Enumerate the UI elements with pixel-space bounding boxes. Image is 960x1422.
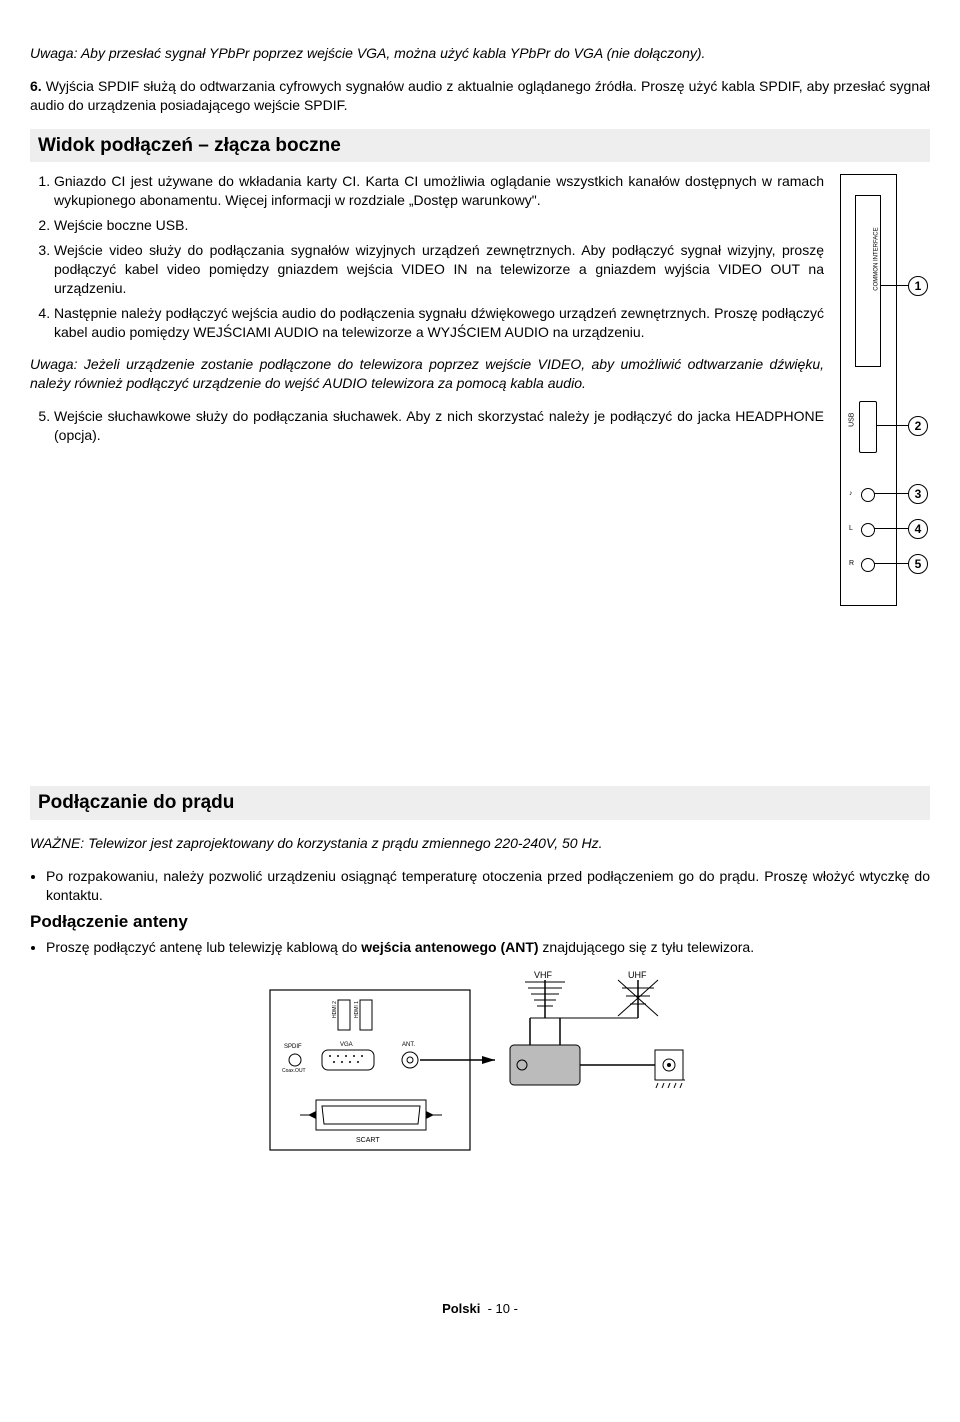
- svg-text:UHF: UHF: [628, 970, 647, 980]
- footer-page-number: - 10 -: [488, 1301, 518, 1316]
- svg-text:HDMI 1: HDMI 1: [354, 1001, 360, 1018]
- vhf-antenna-icon: [525, 980, 565, 1018]
- callout-1: 1: [908, 276, 928, 296]
- power-important-note: WAŻNE: Telewizor jest zaprojektowany do …: [30, 834, 930, 853]
- side-item-3: Wejście video służy do podłączania sygna…: [54, 241, 824, 298]
- ci-label: COMMON INTERFACE: [873, 228, 881, 291]
- side-panel-outline: COMMON INTERFACE USB ♪ L R: [840, 174, 897, 606]
- power-section: Podłączanie do prądu WAŻNE: Telewizor je…: [30, 786, 930, 1180]
- side-item-1: Gniazdo CI jest używane do wkładania kar…: [54, 172, 824, 210]
- antenna-text-pre: Proszę podłączyć antenę lub telewizję ka…: [46, 939, 361, 955]
- note-video-audio: Uwaga: Jeżeli urządzenie zostanie podłąc…: [30, 355, 824, 393]
- power-bullet-1: Po rozpakowaniu, należy pozwolić urządze…: [46, 867, 930, 905]
- callout-line-5: [874, 563, 908, 564]
- svg-text:HDMI 2: HDMI 2: [332, 1001, 338, 1018]
- side-list: Gniazdo CI jest używane do wkładania kar…: [30, 172, 824, 341]
- usb-label: USB: [847, 413, 856, 427]
- item-6: 6. Wyjścia SPDIF służą do odtwarzania cy…: [30, 77, 930, 115]
- svg-text:VGA: VGA: [340, 1042, 353, 1048]
- callout-line-2: [876, 425, 908, 426]
- antenna-diagram: HDMI 2 HDMI 1 SPDIF Coax.OUT VGA ANT. SC…: [260, 970, 700, 1180]
- callout-5: 5: [908, 554, 928, 574]
- usb-slot: [859, 401, 877, 453]
- svg-text:VHF: VHF: [534, 970, 553, 980]
- side-item-5: Wejście słuchawkowe służy do podłączania…: [54, 407, 824, 445]
- antenna-text-post: znajdującego się z tyłu telewizora.: [539, 939, 755, 955]
- antenna-bullet-1: Proszę podłączyć antenę lub telewizję ka…: [46, 938, 930, 957]
- power-bullets: Po rozpakowaniu, należy pozwolić urządze…: [30, 867, 930, 905]
- callout-4: 4: [908, 519, 928, 539]
- audio-l-jack: [861, 523, 875, 537]
- svg-text:SCART: SCART: [356, 1137, 380, 1144]
- side-panel-diagram: COMMON INTERFACE USB ♪ L R 1 2 3 4 5: [840, 174, 930, 606]
- uhf-antenna-icon: [618, 980, 658, 1018]
- callout-line-1: [880, 285, 908, 286]
- heading-antenna: Podłączenie anteny: [30, 911, 930, 934]
- svg-text:SPDIF: SPDIF: [284, 1044, 302, 1050]
- headphone-jack: [861, 488, 875, 502]
- svg-text:Coax.OUT: Coax.OUT: [282, 1068, 306, 1074]
- item-6-text: Wyjścia SPDIF służą do odtwarzania cyfro…: [30, 78, 930, 113]
- callout-2: 2: [908, 416, 928, 436]
- antenna-bullets: Proszę podłączyć antenę lub telewizję ka…: [30, 938, 930, 957]
- audio-r-label: R: [849, 559, 854, 568]
- page-footer: Polski - 10 -: [30, 1300, 930, 1318]
- svg-text:ANT.: ANT.: [402, 1042, 415, 1048]
- num-6: 6.: [30, 78, 42, 94]
- side-content-row: Gniazdo CI jest używane do wkładania kar…: [30, 168, 930, 606]
- headphone-jack-label: ♪: [849, 489, 853, 498]
- side-list-cont: Wejście słuchawkowe służy do podłączania…: [30, 407, 824, 445]
- heading-power: Podłączanie do prądu: [30, 786, 930, 820]
- antenna-text-bold: wejścia antenowego (ANT): [361, 939, 538, 955]
- audio-l-label: L: [849, 524, 853, 533]
- side-text-column: Gniazdo CI jest używane do wkładania kar…: [30, 168, 824, 451]
- audio-r-jack: [861, 558, 875, 572]
- callout-line-4: [874, 528, 908, 529]
- callout-3: 3: [908, 484, 928, 504]
- footer-language: Polski: [442, 1301, 480, 1316]
- side-item-2: Wejście boczne USB.: [54, 216, 824, 235]
- note-ypbpr: Uwaga: Aby przesłać sygnał YPbPr poprzez…: [30, 44, 930, 63]
- heading-side-connections: Widok podłączeń – złącza boczne: [30, 129, 930, 163]
- side-item-4: Następnie należy podłączyć wejścia audio…: [54, 304, 824, 342]
- callout-line-3: [874, 493, 908, 494]
